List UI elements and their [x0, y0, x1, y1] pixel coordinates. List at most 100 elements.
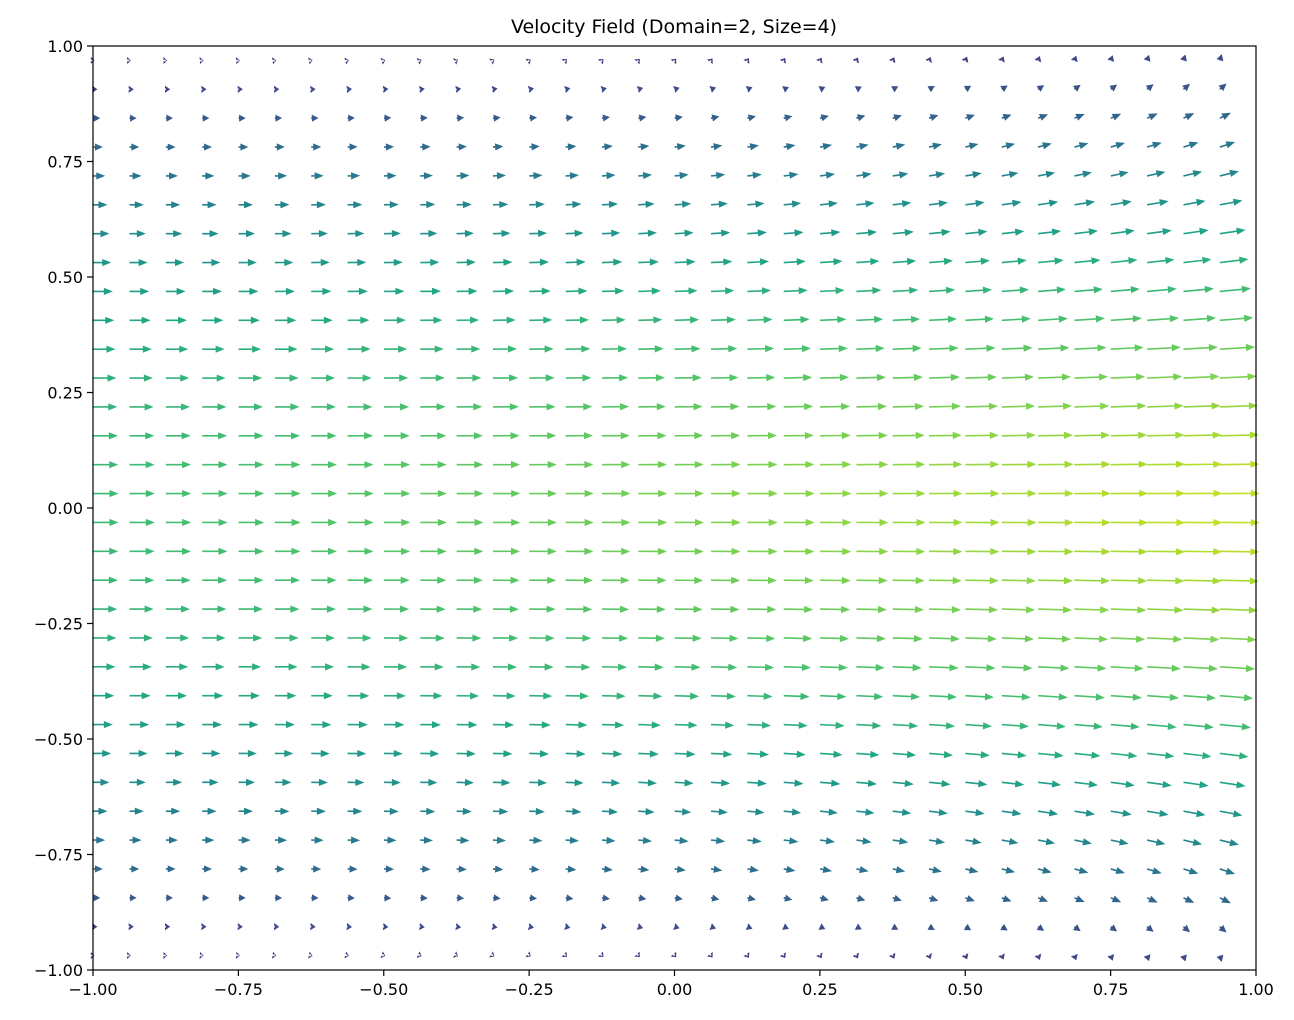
quiver-arrow: [638, 345, 664, 353]
quiver-arrow: [311, 172, 324, 180]
quiver-arrow: [383, 605, 410, 613]
quiver-arrow: [382, 923, 389, 931]
quiver-arrow: [1072, 84, 1081, 92]
quiver-arrow: [165, 894, 173, 902]
quiver-arrow: [202, 230, 219, 238]
quiver-arrow: [1147, 664, 1181, 672]
quiver-arrow: [1038, 257, 1064, 265]
quiver-arrow: [93, 230, 110, 238]
quiver-arrow: [525, 951, 531, 958]
quiver-arrow: [274, 663, 298, 671]
quiver-arrow: [925, 953, 932, 960]
quiver-arrow: [961, 953, 969, 960]
quiver-arrow: [965, 199, 985, 207]
quiver-arrow: [1183, 867, 1199, 875]
quiver-arrow: [456, 345, 481, 353]
quiver-arrow: [1145, 84, 1154, 92]
quiver-arrow: [529, 489, 557, 498]
quiver-arrow: [1183, 256, 1212, 264]
quiver-arrow: [420, 374, 445, 382]
quiver-arrow: [274, 692, 297, 700]
quiver-arrow: [747, 750, 770, 758]
quiver-arrow: [383, 345, 408, 353]
quiver-arrow: [928, 142, 942, 150]
quiver-arrow: [674, 316, 700, 324]
quiver-arrow: [783, 692, 810, 700]
quiver-arrow: [638, 518, 668, 527]
quiver-arrow: [854, 86, 862, 93]
quiver-arrow: [1219, 606, 1258, 614]
quiver-arrow: [1216, 54, 1224, 62]
quiver-arrow: [819, 258, 843, 266]
quiver-arrow: [273, 923, 280, 931]
quiver-arrow: [311, 894, 319, 902]
quiver-arrow: [564, 923, 571, 931]
quiver-arrow: [747, 431, 778, 440]
quiver-arrow: [1143, 54, 1151, 62]
quiver-arrow: [928, 866, 942, 874]
x-tick-label: 1.00: [1238, 980, 1274, 999]
quiver-arrow: [202, 894, 210, 902]
quiver-arrow: [892, 315, 921, 324]
quiver-arrow: [965, 547, 1000, 556]
quiver-arrow: [1074, 606, 1110, 614]
quiver-arrow: [129, 114, 137, 122]
quiver-arrow: [238, 316, 260, 324]
quiver-arrow: [1183, 548, 1223, 556]
quiver-arrow: [383, 172, 397, 180]
quiver-arrow: [347, 634, 372, 642]
quiver-arrow: [311, 143, 322, 151]
quiver-arrow: [529, 836, 543, 844]
quiver-arrow: [274, 287, 295, 295]
quiver-arrow: [419, 923, 425, 931]
quiver-arrow: [492, 229, 511, 238]
quiver-arrow: [565, 403, 593, 411]
quiver-arrow: [965, 664, 996, 672]
quiver-arrow: [747, 808, 765, 816]
quiver-arrow: [1037, 199, 1059, 207]
quiver-arrow: [565, 489, 594, 498]
quiver-arrow: [93, 576, 118, 584]
quiver-arrow: [1183, 606, 1221, 614]
quiver-arrow: [783, 287, 808, 295]
quiver-arrow: [820, 576, 851, 585]
quiver-arrow: [238, 634, 263, 642]
quiver-arrow: [856, 114, 866, 122]
quiver-arrow: [1038, 693, 1068, 701]
quiver-arrow: [93, 518, 119, 527]
quiver-arrow: [383, 836, 397, 844]
quiver-arrow: [347, 461, 374, 469]
y-tick-label: 0.00: [47, 499, 83, 518]
quiver-arrow: [1147, 344, 1181, 352]
quiver-arrow: [601, 432, 630, 440]
quiver-arrow: [783, 373, 813, 382]
quiver-arrow: [492, 836, 506, 844]
quiver-arrow: [1219, 285, 1251, 293]
quiver-arrow: [202, 461, 228, 469]
quiver-arrow: [928, 808, 948, 817]
quiver-arrow: [1074, 431, 1111, 439]
quiver-arrow: [1183, 781, 1209, 789]
quiver-arrow: [1107, 954, 1115, 961]
quiver-arrow: [852, 952, 859, 959]
quiver-arrow: [311, 461, 337, 469]
quiver-arrow: [674, 576, 704, 584]
quiver-arrow: [1219, 343, 1256, 352]
quiver-arrow: [529, 143, 540, 151]
quiver-arrow: [892, 228, 914, 237]
quiver-arrow: [127, 951, 131, 960]
quiver-arrow: [601, 518, 631, 527]
quiver-arrow: [856, 142, 869, 150]
quiver-arrow: [420, 778, 438, 787]
x-tick-label: −0.25: [505, 980, 554, 999]
quiver-arrow: [127, 56, 131, 65]
quiver-arrow: [1038, 460, 1074, 468]
quiver-arrow: [238, 374, 263, 382]
x-tick-label: 0.50: [947, 980, 983, 999]
quiver-arrow: [638, 836, 653, 845]
quiver-arrow: [1001, 199, 1022, 207]
quiver-arrow: [274, 836, 288, 844]
quiver-arrow: [601, 894, 610, 902]
quiver-arrow: [674, 547, 704, 556]
quiver-arrow: [927, 923, 935, 930]
